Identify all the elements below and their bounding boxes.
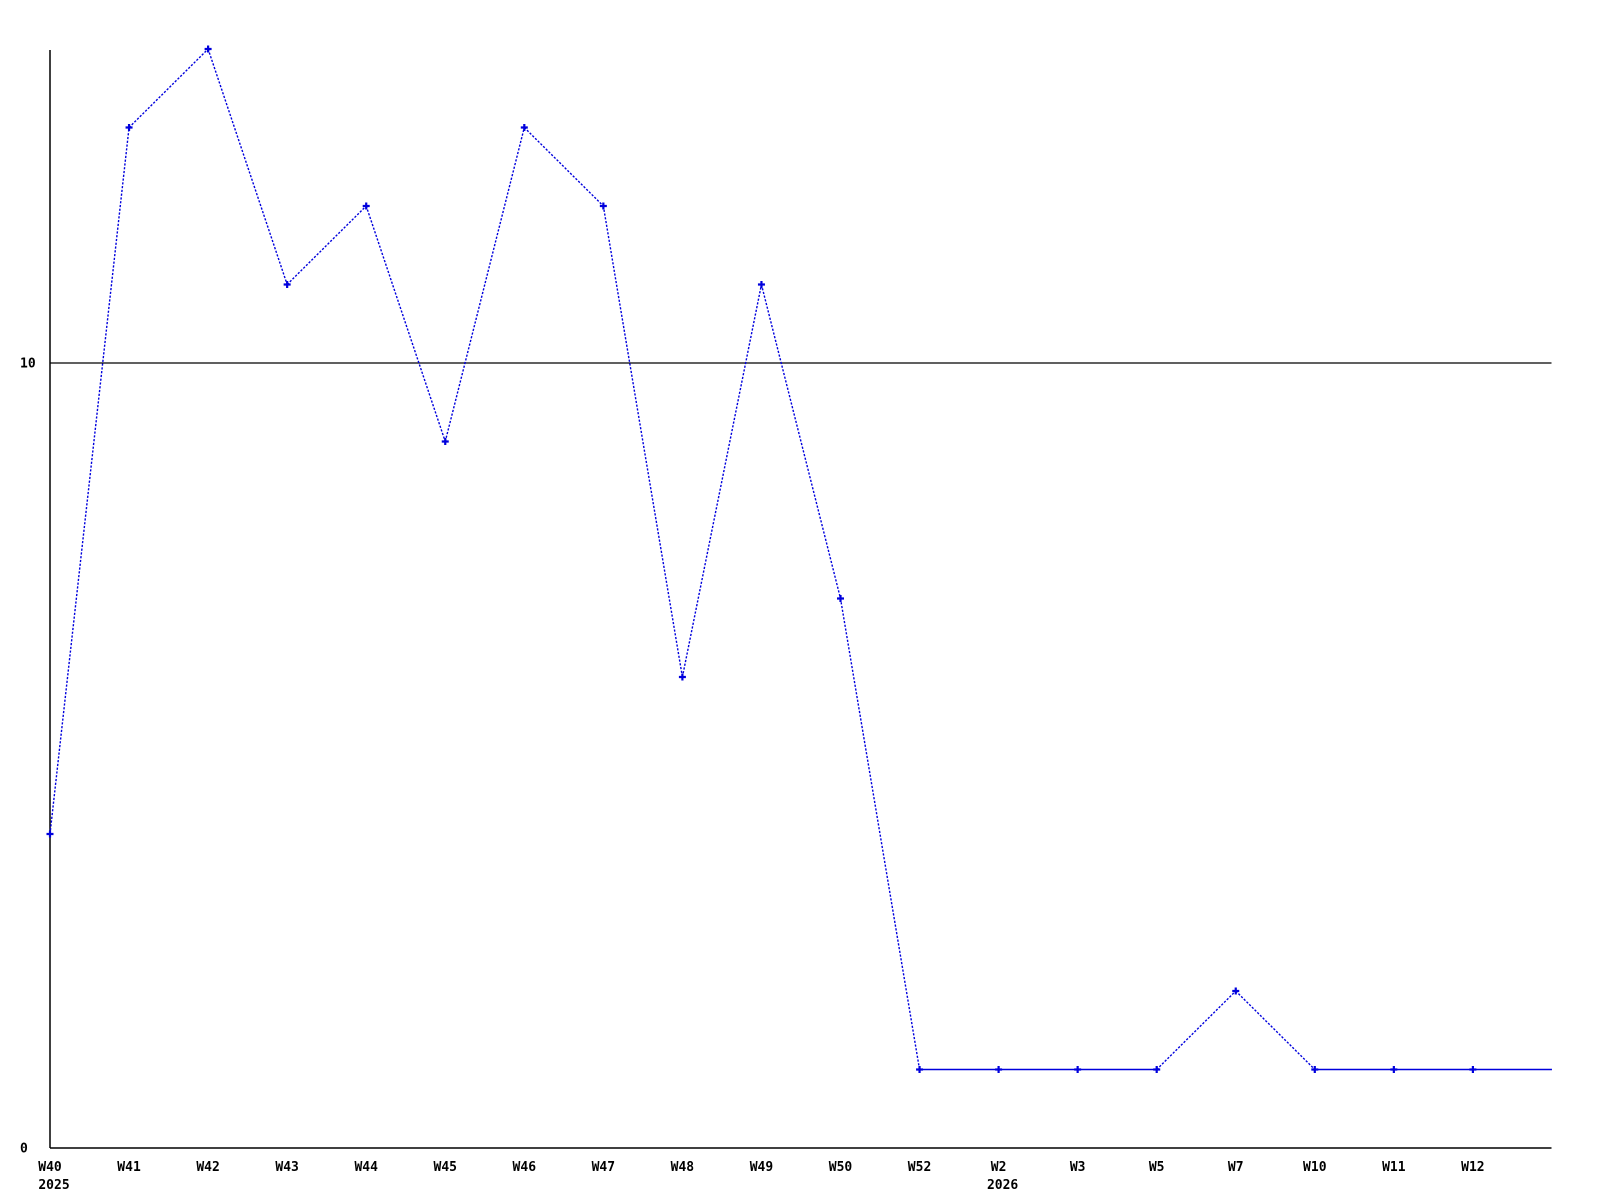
x-tick-label: W5 <box>1149 1160 1165 1175</box>
data-point-marker <box>1074 1066 1082 1073</box>
data-series <box>49 48 1552 1071</box>
data-point-markers <box>46 45 1477 1073</box>
data-point-marker <box>1153 1066 1161 1073</box>
series-segment <box>839 598 921 1070</box>
series-segment <box>365 205 446 442</box>
series-segment <box>444 127 525 442</box>
data-point-marker <box>520 124 528 131</box>
y-axis-tick-labels: 0 10 <box>20 357 36 1157</box>
data-point-marker <box>1390 1066 1398 1073</box>
series-segment <box>49 127 130 835</box>
x-tick-label: W10 <box>1303 1160 1327 1175</box>
y-tick-label: 10 <box>20 357 36 372</box>
data-point-marker <box>46 830 54 838</box>
data-point-marker <box>916 1066 924 1073</box>
data-point-marker <box>1311 1066 1319 1073</box>
data-point-marker <box>441 438 449 445</box>
data-point-marker <box>1469 1066 1477 1073</box>
series-segment <box>1235 990 1316 1070</box>
x-tick-label: W41 <box>117 1160 141 1175</box>
x-tick-label: W2 <box>991 1160 1007 1175</box>
data-point-marker <box>204 45 212 53</box>
x-tick-label: W7 <box>1228 1160 1244 1175</box>
x-tick-label: W48 <box>671 1160 695 1175</box>
data-point-marker <box>125 124 133 131</box>
x-tick-label: W3 <box>1070 1160 1086 1175</box>
axes <box>49 50 1552 1149</box>
series-segment <box>523 127 604 207</box>
x-tick-label: W50 <box>829 1160 853 1175</box>
x-tick-label: W45 <box>434 1160 457 1175</box>
x-year-label: 2026 <box>987 1178 1018 1193</box>
series-segment <box>602 205 684 678</box>
series-segment <box>207 48 288 285</box>
x-tick-label: W42 <box>196 1160 219 1175</box>
series-segment <box>681 284 763 678</box>
x-axis-tick-labels: W40 W41 W42 W43 W44 W45 W46 W47 W48 W49 W50 W52 W2 W3… <box>38 1160 1484 1193</box>
x-tick-label: W11 <box>1382 1160 1406 1175</box>
x-tick-label: W12 <box>1461 1160 1484 1175</box>
x-tick-label: W47 <box>592 1160 615 1175</box>
x-tick-label: W46 <box>513 1160 537 1175</box>
data-point-marker <box>599 202 607 210</box>
data-point-marker <box>837 595 844 602</box>
data-point-marker <box>678 673 686 681</box>
data-point-marker <box>757 281 765 288</box>
data-point-marker <box>362 202 370 210</box>
x-tick-label: W52 <box>908 1160 931 1175</box>
data-point-marker <box>1232 987 1240 995</box>
series-segment <box>128 48 209 128</box>
x-tick-label: W40 <box>38 1160 62 1175</box>
data-point-marker <box>995 1066 1003 1073</box>
x-tick-label: W44 <box>354 1160 378 1175</box>
x-tick-label: W49 <box>750 1160 773 1175</box>
x-tick-label: W43 <box>275 1160 298 1175</box>
series-segment <box>286 205 367 285</box>
y-tick-label: 0 <box>20 1142 28 1157</box>
x-year-label: 2025 <box>38 1178 69 1193</box>
data-point-marker <box>283 281 291 288</box>
series-segment <box>1156 990 1237 1070</box>
series-segment <box>760 284 842 599</box>
